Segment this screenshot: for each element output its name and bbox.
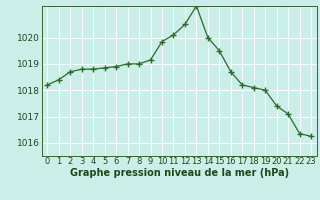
X-axis label: Graphe pression niveau de la mer (hPa): Graphe pression niveau de la mer (hPa) xyxy=(70,168,289,178)
